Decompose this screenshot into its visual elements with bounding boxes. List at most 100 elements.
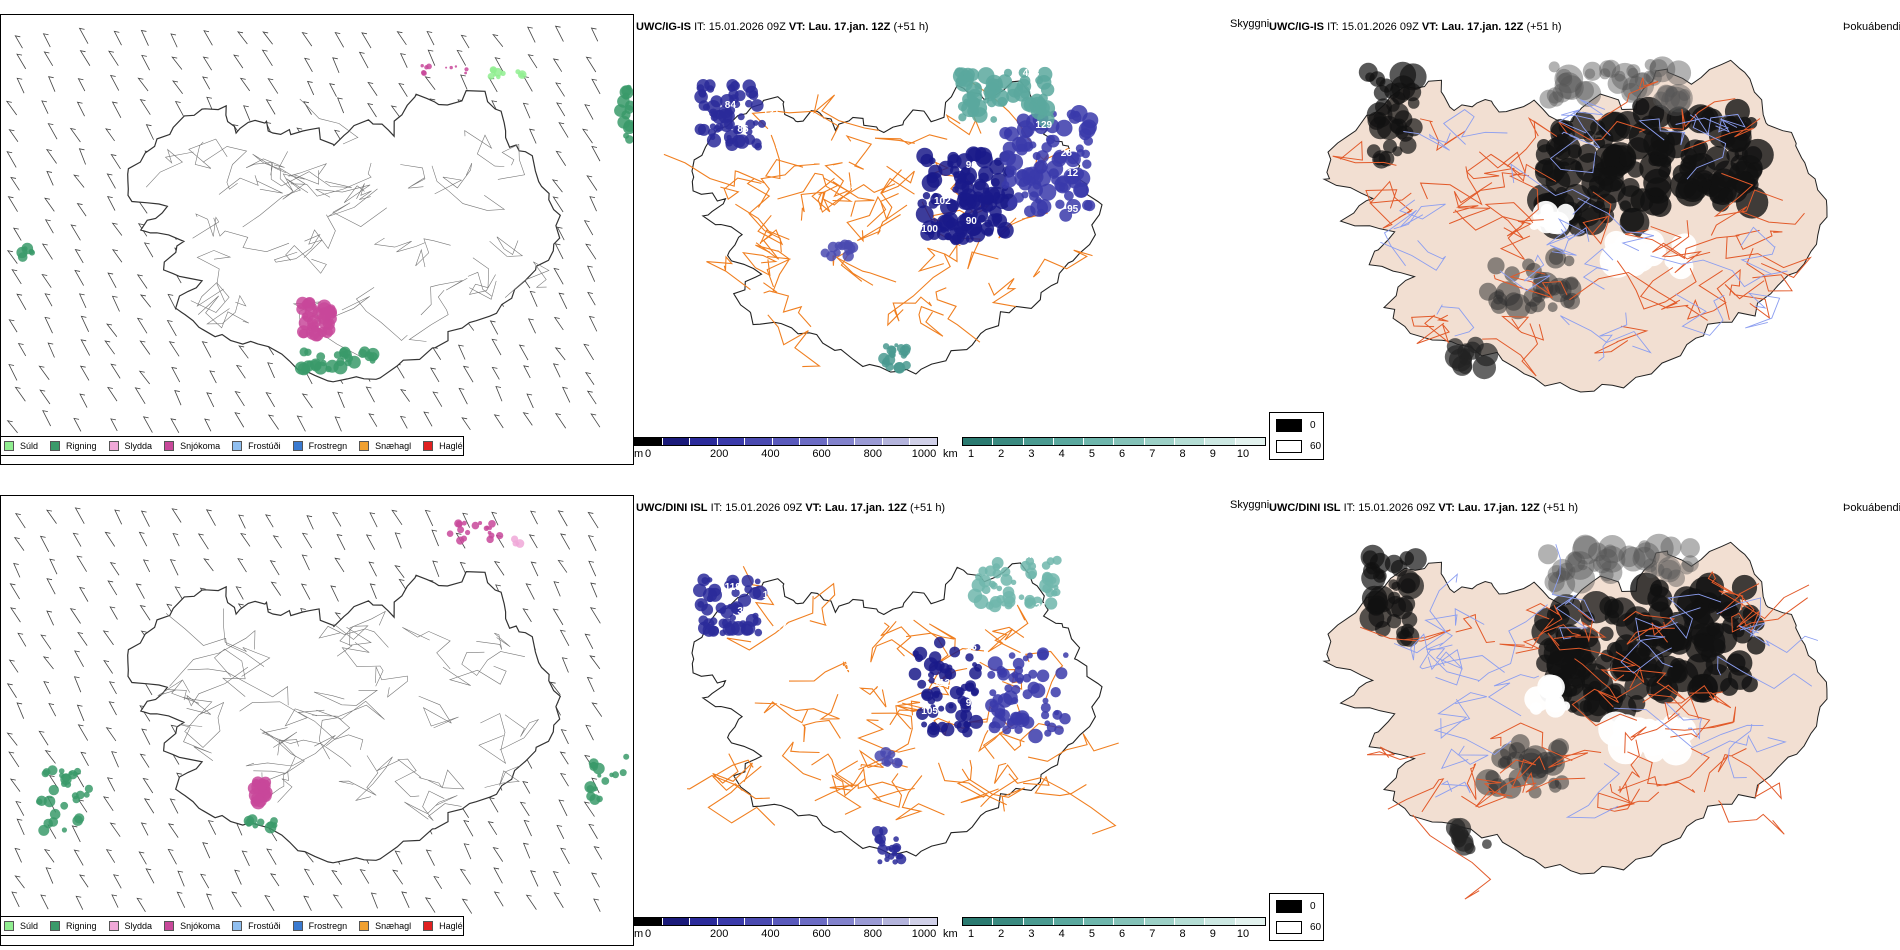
wind-barb	[400, 389, 410, 402]
visibility-area	[893, 836, 899, 842]
legend-item: Haglél	[423, 921, 465, 931]
fog-map[interactable]	[1290, 518, 1890, 918]
road-line	[1452, 172, 1530, 213]
road-line	[400, 164, 426, 189]
road-line	[1424, 608, 1485, 647]
visibility-area	[927, 227, 941, 240]
visibility-map[interactable]: 84 86 11 131 32 90 102 100 90 129 483 95 12 28 202	[636, 36, 1270, 436]
fog-area	[1718, 187, 1734, 203]
colorbar-segment	[1114, 438, 1145, 445]
visibility-area	[715, 123, 724, 132]
visibility-area	[719, 629, 726, 637]
visibility-area	[1034, 160, 1048, 173]
colorbar-tick-label: 200	[710, 928, 729, 940]
fog-area	[1614, 70, 1626, 82]
road-line	[1555, 594, 1588, 640]
visibility-area	[1029, 191, 1039, 202]
road-line	[1686, 114, 1727, 180]
wind-barb	[203, 30, 213, 46]
wind-barb	[463, 819, 474, 837]
visibility-map[interactable]: 119 300 07 153 14 16 112 105 99 31 27	[636, 518, 1270, 918]
wind-barb	[554, 413, 567, 429]
wind-barb	[16, 77, 25, 94]
visibility-area	[1036, 669, 1050, 683]
fog-area	[1580, 591, 1613, 624]
wind-barb	[459, 561, 468, 577]
road-line	[341, 642, 384, 687]
glacier-area	[1556, 203, 1575, 222]
visibility-area	[1002, 141, 1017, 156]
wind-barb	[46, 578, 56, 595]
wind-barb	[111, 101, 122, 119]
glacier-area	[1529, 702, 1543, 715]
wind-barb	[559, 751, 569, 765]
visibility-area	[932, 192, 939, 200]
precip-type-map[interactable]	[0, 495, 634, 946]
it-label: IT:	[1327, 21, 1339, 33]
visibility-area	[731, 602, 740, 611]
wind-barb	[111, 894, 119, 908]
fog-area	[1731, 574, 1758, 601]
road-line	[192, 213, 220, 239]
road-line	[1626, 621, 1675, 645]
wind-barb	[13, 562, 21, 578]
road-line	[1490, 722, 1573, 762]
visibility-area	[896, 854, 907, 865]
road-line	[461, 651, 525, 676]
visibility-area	[1041, 142, 1052, 153]
visibility-area	[989, 721, 997, 729]
road-line	[190, 282, 230, 313]
road-line	[497, 143, 525, 180]
wind-barb	[17, 342, 27, 357]
wind-barb	[39, 389, 51, 405]
visibility-area	[844, 243, 856, 255]
wind-barb	[267, 362, 275, 379]
visibility-area	[707, 577, 713, 583]
precip-area	[624, 105, 633, 114]
legend-item: Snjókoma	[164, 921, 220, 931]
fog-area	[1577, 559, 1588, 571]
colorbar-tick-label: 1000	[911, 928, 937, 940]
road-line	[242, 178, 309, 228]
fog-area	[1472, 355, 1496, 380]
wind-barb	[396, 31, 407, 46]
colorbar-segment	[662, 438, 691, 445]
visibility-area	[1002, 725, 1012, 735]
road-line	[261, 742, 305, 803]
wind-barb	[522, 102, 531, 119]
fog-area	[1724, 98, 1750, 124]
colorbar-tick-label: 5	[1088, 928, 1095, 940]
wind-barb	[143, 798, 155, 814]
fog-area	[1649, 59, 1668, 78]
visibility-area	[885, 755, 891, 760]
visibility-area	[732, 100, 741, 108]
visibility-area	[1042, 697, 1049, 704]
visibility-area	[915, 654, 923, 663]
colorbar-segment	[1053, 438, 1085, 445]
colorbar-segment	[1084, 438, 1115, 445]
wind-barb	[586, 390, 597, 405]
road-line	[355, 287, 408, 341]
wind-barb	[48, 775, 59, 789]
wind-barb	[557, 559, 568, 573]
visibility-area	[737, 593, 752, 607]
precip-area	[299, 347, 309, 357]
road-line	[1635, 617, 1678, 668]
road-line	[937, 762, 999, 804]
wind-barb	[136, 897, 146, 913]
visibility-area	[969, 714, 984, 729]
wind-barb	[79, 50, 91, 66]
precip-area	[59, 772, 65, 779]
road-line	[476, 632, 511, 650]
road-line	[1707, 570, 1740, 614]
visibility-area	[928, 199, 938, 209]
fog-area	[1399, 136, 1417, 154]
fog-map[interactable]	[1290, 36, 1890, 436]
wind-barb	[457, 344, 466, 360]
visibility-area	[980, 191, 994, 205]
wind-barb	[11, 891, 20, 908]
wind-barb	[587, 265, 596, 282]
glacier-area	[1540, 203, 1554, 218]
precip-type-map[interactable]	[0, 14, 634, 465]
visibility-area	[1052, 555, 1062, 565]
